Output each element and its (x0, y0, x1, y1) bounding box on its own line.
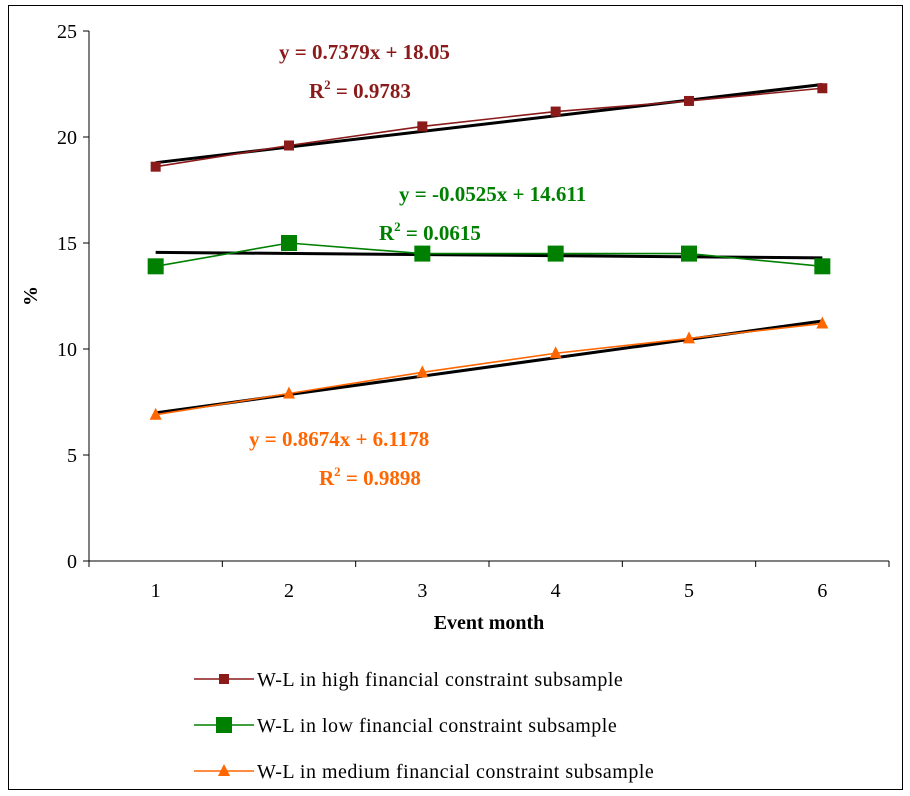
y-tick-label: 20 (57, 127, 77, 149)
data-point (547, 245, 564, 262)
data-point (417, 121, 428, 132)
trend-equation: y = -0.0525x + 14.611 (399, 182, 586, 206)
data-point (149, 407, 162, 420)
legend-label: W-L in high financial constraint subsamp… (257, 669, 623, 691)
chart-svg: 0 5 10 15 20 25 1 2 3 4 5 6 y = 0.7379x + 18.05 R2 … (20, 21, 890, 783)
trend-equation: y = 0.8674x + 6.1178 (249, 427, 429, 451)
r-squared-label: R2 = 0.9898 (319, 464, 421, 490)
legend-label: W-L in low financial constraint subsampl… (257, 715, 617, 737)
x-tick-label: 1 (151, 580, 161, 602)
data-point (681, 245, 697, 262)
x-tick-label: 3 (417, 580, 427, 602)
r-squared-label: R2 = 0.0615 (379, 219, 481, 245)
legend-label: W-L in medium financial constraint subsa… (257, 761, 654, 783)
x-tick-label: 4 (551, 580, 561, 602)
data-point (549, 346, 562, 359)
data-point (414, 245, 431, 262)
legend-marker (216, 717, 232, 733)
legend-marker (218, 764, 230, 776)
data-point (150, 161, 161, 172)
legend-marker (219, 674, 229, 684)
data-point (684, 95, 694, 106)
y-axis-title: % (20, 286, 42, 306)
legend: W-L in high financial constraint subsamp… (194, 669, 654, 783)
x-tick-label: 5 (684, 580, 694, 602)
data-point (283, 386, 295, 399)
data-point (683, 331, 695, 344)
data-point (416, 365, 429, 378)
data-point (816, 316, 829, 329)
series-line (155, 242, 823, 268)
x-tick-label: 6 (817, 580, 827, 602)
data-point (284, 140, 294, 151)
series-line (155, 87, 823, 168)
y-tick-label: 0 (67, 551, 77, 573)
y-tick-label: 15 (57, 233, 77, 255)
trend-equation: y = 0.7379x + 18.05 (279, 40, 450, 64)
data-point (817, 83, 828, 94)
x-tick-label: 2 (284, 580, 294, 602)
r-squared-label: R2 = 0.9783 (309, 77, 411, 103)
x-axis-title: Event month (434, 612, 545, 634)
trend-line (155, 250, 823, 260)
series-line (155, 322, 823, 416)
chart-frame: 0 5 10 15 20 25 1 2 3 4 5 6 y = 0.7379x + 18.05 R2 … (8, 5, 903, 790)
data-point (281, 235, 297, 251)
data-point (814, 258, 831, 275)
data-point (550, 106, 561, 117)
y-tick-label: 10 (57, 339, 77, 361)
y-tick-label: 25 (57, 21, 77, 43)
data-point (147, 258, 164, 275)
y-tick-label: 5 (67, 445, 77, 467)
